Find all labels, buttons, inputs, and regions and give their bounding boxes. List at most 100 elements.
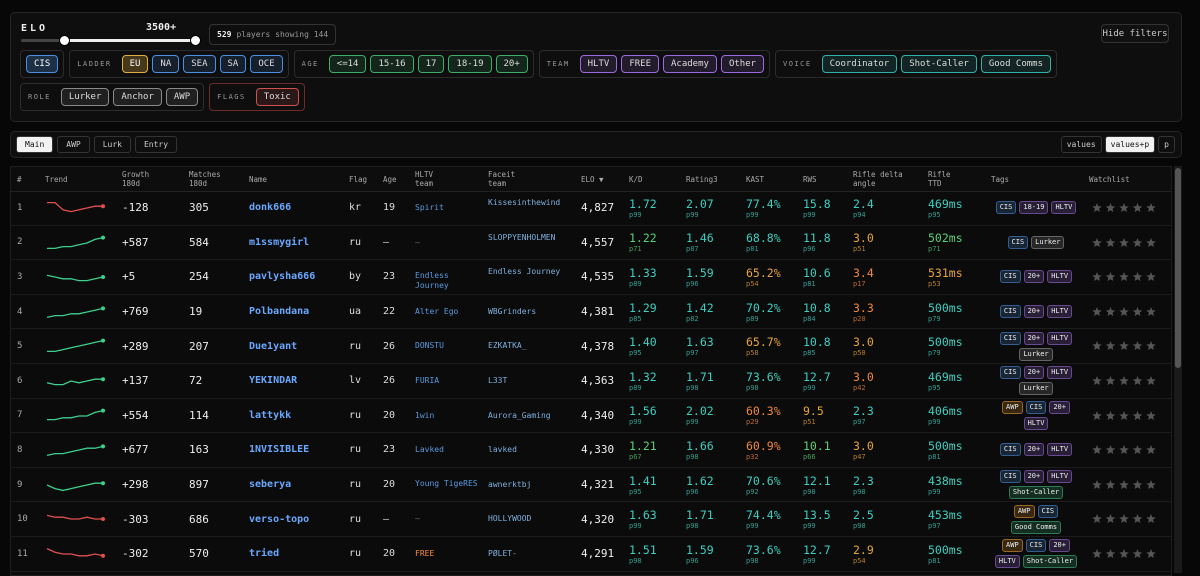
filter-chip[interactable]: <=14 <box>328 55 367 73</box>
filter-chip[interactable]: Coordinator <box>821 55 898 73</box>
filter-chip[interactable]: OCE <box>250 55 283 73</box>
filter-chip[interactable]: Lurker <box>60 88 110 106</box>
watchlist-star[interactable] <box>1092 479 1102 489</box>
filter-chip[interactable]: 20+ <box>495 55 528 73</box>
watchlist-star[interactable] <box>1092 341 1102 351</box>
watchlist-star[interactable] <box>1105 514 1116 524</box>
watchlist-star[interactable] <box>1119 410 1129 420</box>
filter-chip[interactable]: Anchor <box>113 88 162 106</box>
watchlist-star[interactable] <box>1092 410 1102 420</box>
watchlist-star[interactable] <box>1092 514 1102 524</box>
watchlist-star[interactable] <box>1146 341 1156 351</box>
filter-chip[interactable]: Good Comms <box>980 55 1052 73</box>
table-row[interactable]: 6 +137 72 YEKINDAR lv 26 FURIA L33T 4,363 1.32 p89… <box>11 364 1171 399</box>
watchlist-star[interactable] <box>1146 514 1156 524</box>
watchlist-star[interactable] <box>1132 272 1143 282</box>
tab[interactable]: Entry <box>134 136 178 153</box>
watchlist-star[interactable] <box>1105 445 1116 455</box>
filter-chip[interactable]: 17 <box>417 55 445 73</box>
watchlist-star[interactable] <box>1105 272 1116 282</box>
table-row[interactable]: 3 +5 254 pavlysha666 by 23 Endless Journey Endl… <box>11 260 1171 295</box>
watchlist-star[interactable] <box>1146 272 1156 282</box>
watchlist-star[interactable] <box>1146 549 1156 559</box>
watchlist-star[interactable] <box>1119 237 1129 247</box>
table-row[interactable]: 1 -128 305 donk666 kr 19 Spirit Kissesinthewind… <box>11 191 1171 226</box>
watchlist-star[interactable] <box>1105 376 1116 386</box>
watchlist-star[interactable] <box>1119 376 1129 386</box>
view-toggle[interactable]: p <box>1158 136 1175 153</box>
view-toggle[interactable]: values <box>1060 136 1102 153</box>
filter-chip[interactable]: Academy <box>663 55 717 73</box>
filter-chip[interactable]: NA <box>152 55 180 73</box>
watchlist-star[interactable] <box>1132 376 1143 386</box>
watchlist-star[interactable] <box>1119 549 1129 559</box>
watchlist-star[interactable] <box>1119 272 1129 282</box>
scroll-thumb[interactable] <box>1175 168 1181 368</box>
watchlist-star[interactable] <box>1132 445 1143 455</box>
watchlist-star[interactable] <box>1092 272 1102 282</box>
watchlist-star[interactable] <box>1132 203 1143 213</box>
filter-chip[interactable]: CIS <box>26 55 59 73</box>
table-row[interactable]: 5 +289 207 Due1yant ru 26 DONSTU EZKATKA_ 4,378 1… <box>11 329 1171 364</box>
watchlist-star[interactable] <box>1092 445 1102 455</box>
filter-chip[interactable]: SA <box>219 55 247 73</box>
watchlist-star[interactable] <box>1146 203 1156 213</box>
watchlist-star[interactable] <box>1105 341 1116 351</box>
watchlist-star[interactable] <box>1092 306 1102 316</box>
filter-chip[interactable]: Shot-Caller <box>901 55 977 73</box>
filter-chip[interactable]: AWP <box>165 88 199 106</box>
watchlist-star[interactable] <box>1092 237 1102 247</box>
table-row[interactable]: 2 +587 584 m1ssmygirl ru – – SLOPPYENHOLMEN 4,55… <box>11 226 1171 261</box>
table-row[interactable]: 4 +769 19 Polbandana ua 22 Alter Ego WBGrinders… <box>11 295 1171 330</box>
table-row[interactable]: 9 +298 897 seberya ru 20 Young TigeRES awnerktb… <box>11 468 1171 503</box>
elo-handle-max[interactable] <box>190 35 201 46</box>
filter-chip[interactable]: SEA <box>183 55 216 73</box>
watchlist-star[interactable] <box>1146 445 1156 455</box>
elo-handle-min[interactable] <box>59 35 70 46</box>
watchlist-star[interactable] <box>1092 376 1102 386</box>
tab[interactable]: Lurk <box>93 136 131 153</box>
column-header[interactable]: ELO ▼ <box>581 175 604 184</box>
filter-chip[interactable]: FREE <box>621 55 659 73</box>
tab[interactable]: AWP <box>57 136 90 153</box>
watchlist-star[interactable] <box>1105 306 1116 316</box>
watchlist-star[interactable] <box>1132 549 1143 559</box>
watchlist-star[interactable] <box>1132 479 1143 489</box>
watchlist-star[interactable] <box>1132 237 1143 247</box>
watchlist-star[interactable] <box>1092 203 1102 213</box>
watchlist-star[interactable] <box>1132 341 1143 351</box>
filter-chip[interactable]: Toxic <box>255 88 299 106</box>
watchlist-star[interactable] <box>1119 203 1129 213</box>
watchlist-star[interactable] <box>1119 514 1129 524</box>
hide-filters-button[interactable]: Hide filters <box>1101 24 1169 43</box>
filter-chip[interactable]: 15-16 <box>370 55 414 73</box>
filter-chip[interactable]: Other <box>720 55 765 73</box>
watchlist-star[interactable] <box>1119 445 1129 455</box>
view-toggle[interactable]: values+p <box>1104 136 1156 153</box>
watchlist-star[interactable] <box>1105 203 1116 213</box>
watchlist-star[interactable] <box>1132 306 1143 316</box>
watchlist-star[interactable] <box>1146 376 1156 386</box>
watchlist-star[interactable] <box>1105 237 1116 247</box>
watchlist-star[interactable] <box>1105 549 1116 559</box>
watchlist-star[interactable] <box>1132 410 1143 420</box>
tab[interactable]: Main <box>16 136 54 153</box>
watchlist-star[interactable] <box>1119 306 1129 316</box>
table-row[interactable]: 7 +554 114 lattykk ru 20 1win Aurora_Gaming 4,34… <box>11 399 1171 434</box>
watchlist-star[interactable] <box>1146 237 1156 247</box>
watchlist-star[interactable] <box>1146 306 1156 316</box>
filter-chip[interactable]: EU <box>121 55 149 73</box>
watchlist-star[interactable] <box>1119 479 1129 489</box>
watchlist-star[interactable] <box>1146 410 1156 420</box>
filter-chip[interactable]: 18-19 <box>448 55 492 73</box>
table-row[interactable]: 8 +677 163 1NVISIBLEE ru 23 Lavked lavked 4,330 1… <box>11 433 1171 468</box>
watchlist-star[interactable] <box>1119 341 1129 351</box>
watchlist-star[interactable] <box>1132 514 1143 524</box>
watchlist-star[interactable] <box>1105 479 1116 489</box>
table-row[interactable]: 11 -302 570 tried ru 20 FREE PØLET- 4,291 1.51 p98… <box>11 537 1171 572</box>
table-row[interactable]: 10 -303 686 verso-topo ru – – HOLLYWOOD 4,320 1.6… <box>11 502 1171 537</box>
watchlist-star[interactable] <box>1092 549 1102 559</box>
watchlist-star[interactable] <box>1105 410 1116 420</box>
filter-chip[interactable]: HLTV <box>579 55 618 73</box>
watchlist-star[interactable] <box>1146 479 1156 489</box>
